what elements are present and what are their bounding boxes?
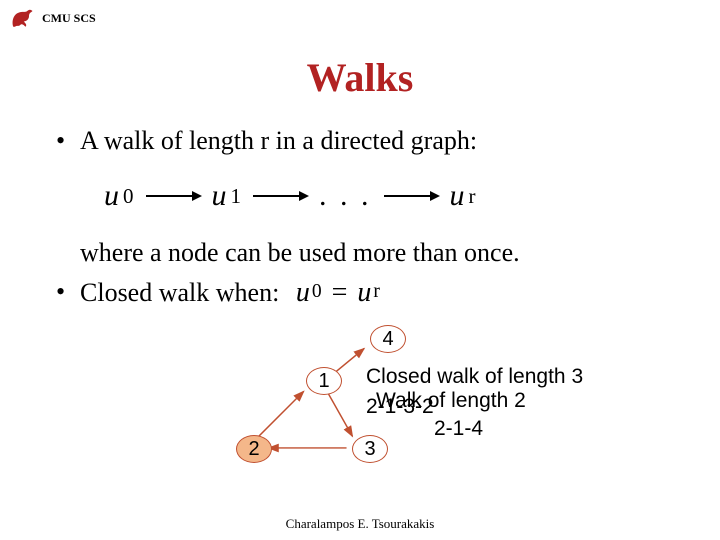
math-dots: . . . [319,176,372,217]
graph-diagram: 1 2 3 4 Closed walk of length 3 Walk of … [56,317,680,497]
arrow-icon [251,189,309,203]
math-ur-sub: r [469,182,476,210]
cmu-dragon-icon [8,4,36,32]
header-label: CMU SCS [42,11,96,26]
bullet-2: • Closed walk when: u0 = ur [56,274,680,312]
header: CMU SCS [0,0,720,36]
bullet-1: • A walk of length r in a directed graph… [56,123,680,158]
arrow-icon [144,189,202,203]
content-area: • A walk of length r in a directed graph… [0,123,720,497]
math-ur-u: u [450,176,465,217]
bullet-dot: • [56,123,80,158]
bullet-2-text: Closed walk when: [80,278,279,307]
closed-walk-equation: u0 = ur [286,274,380,312]
footer-author: Charalampos E. Tsourakakis [0,516,720,532]
annotation-path-2132: 2-1-3-2 [366,393,434,421]
arrow-icon [382,189,440,203]
math-u0-sub: 0 [123,182,134,210]
walk-chain-equation: u0 u1 . . . ur [56,158,680,235]
annotation-path-214: 2-1-4 [434,415,483,443]
bullet-dot: • [56,274,80,309]
math-u1-sub: 1 [231,182,242,210]
page-title: Walks [0,54,720,101]
bullet-1-text: A walk of length r in a directed graph: [80,123,477,158]
math-u0-u: u [104,176,119,217]
math-u1-u: u [212,176,227,217]
where-line: where a node can be used more than once. [56,235,680,270]
